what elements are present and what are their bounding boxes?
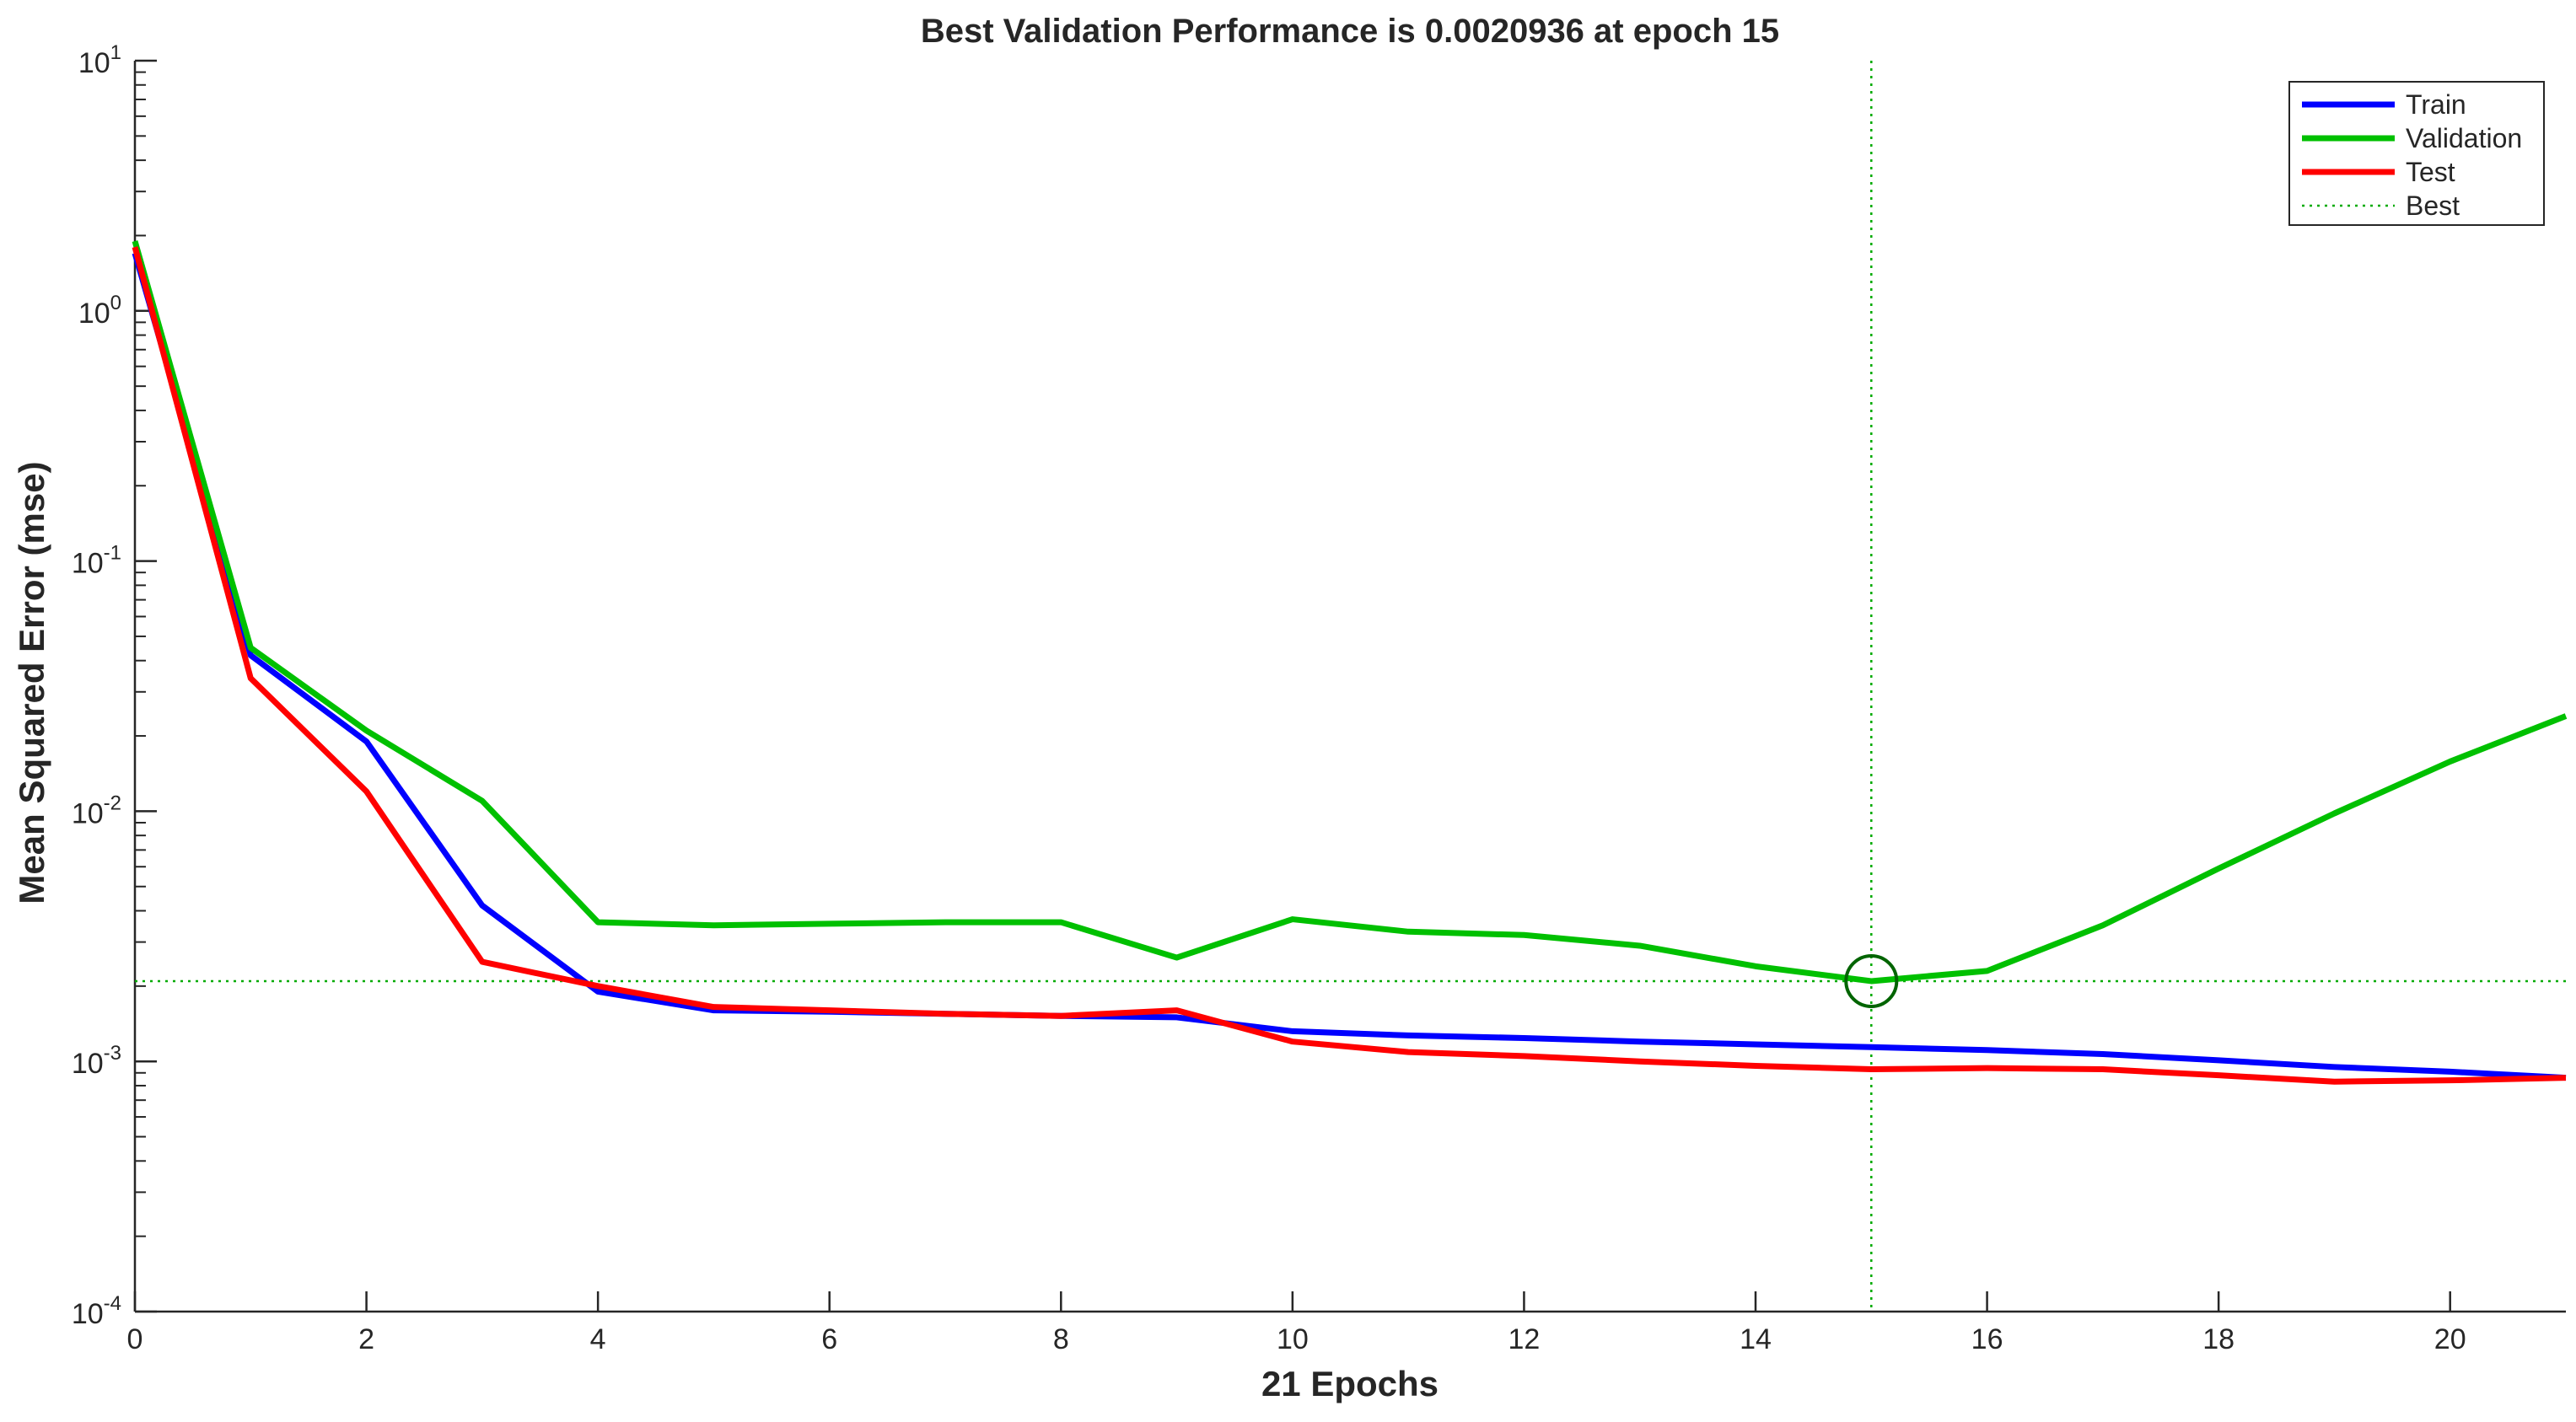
x-tick-label: 8	[1053, 1323, 1069, 1355]
y-tick-label: 100	[78, 292, 121, 330]
x-tick-label: 16	[1971, 1323, 2003, 1355]
x-tick-label: 18	[2202, 1323, 2235, 1355]
legend-label-validation: Validation	[2406, 123, 2522, 153]
train-series-line	[132, 252, 2567, 1081]
x-tick-label: 10	[1277, 1323, 1309, 1355]
x-tick-label: 2	[358, 1323, 374, 1355]
x-axis-label: 21 Epochs	[1261, 1364, 1439, 1403]
y-tick-label: 101	[78, 41, 121, 79]
y-axis-label: Mean Squared Error (mse)	[12, 461, 51, 904]
x-tick-label: 4	[590, 1323, 606, 1355]
y-tick-label: 10-2	[72, 791, 121, 829]
x-tick-label: 20	[2434, 1323, 2466, 1355]
y-tick-label: 10-4	[72, 1292, 121, 1330]
chart-title: Best Validation Performance is 0.0020936…	[921, 13, 1779, 50]
x-tick-label: 0	[127, 1323, 143, 1355]
test-series-line	[132, 246, 2567, 1085]
plot-area: 0 2 4 6 8 10 12 14 16 18 20 10-4 10-3 10-2 10-1 100 101 T…	[72, 41, 2568, 1355]
best-marker-circle	[1844, 953, 1899, 1008]
y-tick-label: 10-3	[72, 1042, 121, 1080]
x-tick-label: 12	[1508, 1323, 1541, 1355]
y-tick-label: 10-1	[72, 542, 121, 580]
validation-series-line	[132, 240, 2568, 985]
x-tick-label: 14	[1740, 1323, 1772, 1355]
legend-label-test: Test	[2406, 157, 2455, 187]
legend-label-train: Train	[2406, 89, 2466, 120]
legend-label-best: Best	[2406, 190, 2460, 221]
x-tick-label: 6	[821, 1323, 837, 1355]
